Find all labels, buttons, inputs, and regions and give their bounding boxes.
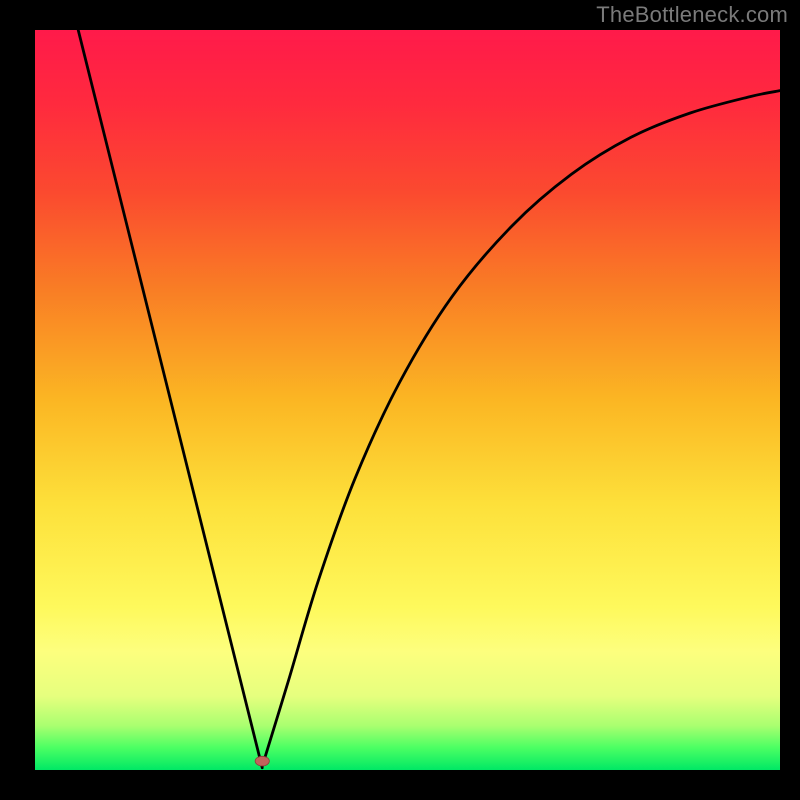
optimum-point-marker (255, 756, 269, 766)
chart-stage: TheBottleneck.com (0, 0, 800, 800)
plot-background-gradient (35, 30, 780, 770)
watermark-label: TheBottleneck.com (596, 2, 788, 28)
bottleneck-curve-chart (0, 0, 800, 800)
